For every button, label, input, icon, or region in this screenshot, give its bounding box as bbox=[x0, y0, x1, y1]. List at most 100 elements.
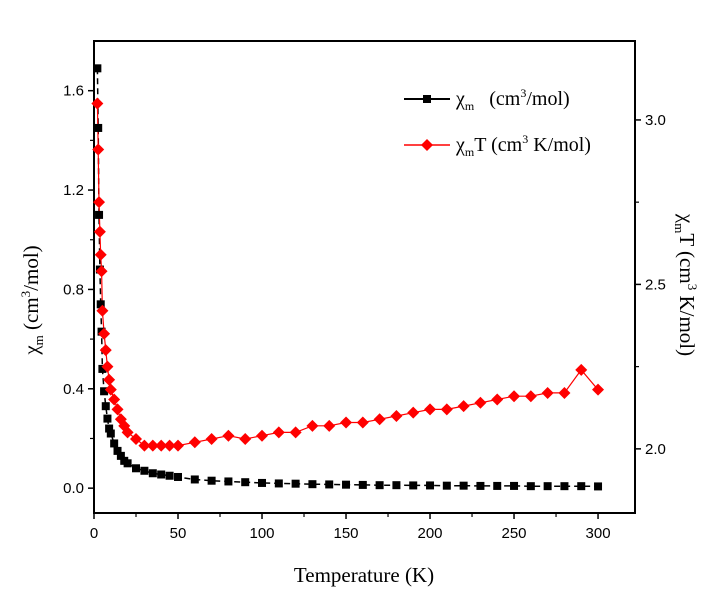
data-point-diamond bbox=[172, 439, 185, 452]
legend-item-chi-m-t: χmT (cm3 K/mol) bbox=[404, 132, 591, 159]
data-point-diamond bbox=[95, 265, 108, 278]
data-point-diamond bbox=[390, 409, 403, 422]
data-point-square bbox=[190, 475, 199, 484]
data-point-square bbox=[476, 481, 485, 490]
data-point-diamond bbox=[340, 416, 353, 429]
data-point-square bbox=[241, 478, 250, 487]
y-right-sub: m bbox=[672, 223, 687, 233]
legend-1-sup: 3 bbox=[522, 132, 528, 146]
data-point-diamond bbox=[424, 403, 437, 416]
data-point-square bbox=[442, 481, 451, 490]
x-tick-label: 100 bbox=[249, 525, 274, 542]
data-point-square bbox=[140, 466, 149, 475]
ticks: 0 50 100 150 200 250 300 0.0 0.4 0.8 1.2 1.6 2.0 2.5 3… bbox=[63, 83, 666, 542]
data-point-square bbox=[116, 451, 125, 460]
y-left-post: /mol) bbox=[19, 245, 43, 291]
legend-0-sup: 3 bbox=[520, 86, 526, 100]
data-point-square bbox=[594, 482, 603, 491]
data-point-diamond bbox=[96, 304, 109, 317]
data-point-square bbox=[493, 481, 502, 490]
data-point-diamond bbox=[99, 344, 112, 357]
data-point-square bbox=[207, 476, 216, 485]
legend-marker-square bbox=[423, 95, 431, 103]
legend-1-symbol: χ bbox=[455, 134, 465, 156]
data-point-diamond bbox=[407, 406, 420, 419]
data-point-diamond bbox=[239, 432, 252, 445]
y-right-tick-label: 2.5 bbox=[645, 276, 666, 293]
data-point-diamond bbox=[163, 439, 176, 452]
data-point-square bbox=[409, 481, 418, 490]
data-point-square bbox=[375, 481, 384, 490]
data-point-square bbox=[258, 478, 267, 487]
y-right-tick-label: 2.0 bbox=[645, 441, 666, 458]
data-point-square bbox=[291, 479, 300, 488]
y-left-tick-label: 0.0 bbox=[63, 480, 84, 497]
y-right-tick-label: 3.0 bbox=[645, 112, 666, 129]
data-point-diamond bbox=[93, 225, 106, 238]
data-point-diamond bbox=[205, 432, 218, 445]
y-right-sup: 3 bbox=[685, 284, 700, 291]
data-point-square bbox=[510, 481, 519, 490]
data-point-square bbox=[325, 480, 334, 489]
data-point-diamond bbox=[323, 419, 336, 432]
data-point-diamond bbox=[541, 386, 554, 399]
data-point-square bbox=[132, 464, 141, 473]
data-point-square bbox=[342, 480, 351, 489]
data-point-square bbox=[113, 446, 122, 455]
legend-marker-diamond bbox=[421, 139, 433, 151]
data-point-diamond bbox=[356, 416, 369, 429]
data-point-diamond bbox=[575, 363, 588, 376]
legend-item-chi-m: χm (cm3/mol) bbox=[404, 86, 570, 113]
y-left-tick-label: 1.2 bbox=[63, 182, 84, 199]
data-point-square bbox=[94, 123, 103, 132]
x-tick-label: 300 bbox=[586, 525, 611, 542]
data-point-diamond bbox=[474, 396, 487, 409]
data-point-diamond bbox=[104, 383, 117, 396]
data-point-square bbox=[560, 482, 569, 491]
data-point-diamond bbox=[272, 426, 285, 439]
data-point-diamond bbox=[306, 419, 319, 432]
data-point-square bbox=[148, 469, 157, 478]
legend-label-chi-m-t: χmT (cm3 K/mol) bbox=[455, 132, 591, 159]
axes-frame bbox=[93, 40, 636, 514]
data-point-square bbox=[274, 479, 283, 488]
x-tick-label: 200 bbox=[418, 525, 443, 542]
data-point-square bbox=[106, 429, 115, 438]
y-right-post: K/mol) bbox=[675, 290, 699, 356]
data-point-diamond bbox=[98, 327, 111, 340]
y-right-symbol: χ bbox=[675, 213, 699, 224]
data-point-square bbox=[96, 300, 105, 309]
x-tick-label: 0 bbox=[90, 525, 98, 542]
data-point-diamond bbox=[457, 400, 470, 413]
x-tick-label: 250 bbox=[502, 525, 527, 542]
data-point-square bbox=[157, 470, 166, 479]
data-point-diamond bbox=[138, 439, 151, 452]
data-point-square bbox=[105, 424, 114, 433]
data-point-diamond bbox=[130, 432, 143, 445]
legend-0-symbol: χ bbox=[455, 88, 465, 110]
data-point-diamond bbox=[91, 97, 104, 110]
data-point-diamond bbox=[592, 383, 605, 396]
data-point-diamond bbox=[94, 248, 107, 261]
y-left-sup: 3 bbox=[18, 291, 33, 298]
data-point-square bbox=[100, 387, 109, 396]
data-point-diamond bbox=[558, 386, 571, 399]
x-tick-label: 150 bbox=[334, 525, 359, 542]
y-left-tick-label: 1.6 bbox=[63, 83, 84, 100]
data-point-square bbox=[174, 472, 183, 481]
data-point-diamond bbox=[146, 439, 159, 452]
data-point-diamond bbox=[440, 403, 453, 416]
data-point-square bbox=[224, 477, 233, 486]
series-marks bbox=[91, 64, 605, 491]
data-point-square bbox=[110, 439, 119, 448]
y-left-pre: (cm bbox=[19, 297, 43, 335]
y-axis-right-title: χmT (cm3 K/mol) bbox=[672, 213, 700, 356]
data-point-square bbox=[459, 481, 468, 490]
data-point-square bbox=[98, 364, 107, 373]
y-left-tick-label: 0.8 bbox=[63, 281, 84, 298]
data-point-square bbox=[101, 402, 110, 411]
data-point-diamond bbox=[103, 373, 116, 386]
data-point-diamond bbox=[289, 426, 302, 439]
data-point-diamond bbox=[256, 429, 269, 442]
y-left-sub: m bbox=[31, 335, 46, 345]
